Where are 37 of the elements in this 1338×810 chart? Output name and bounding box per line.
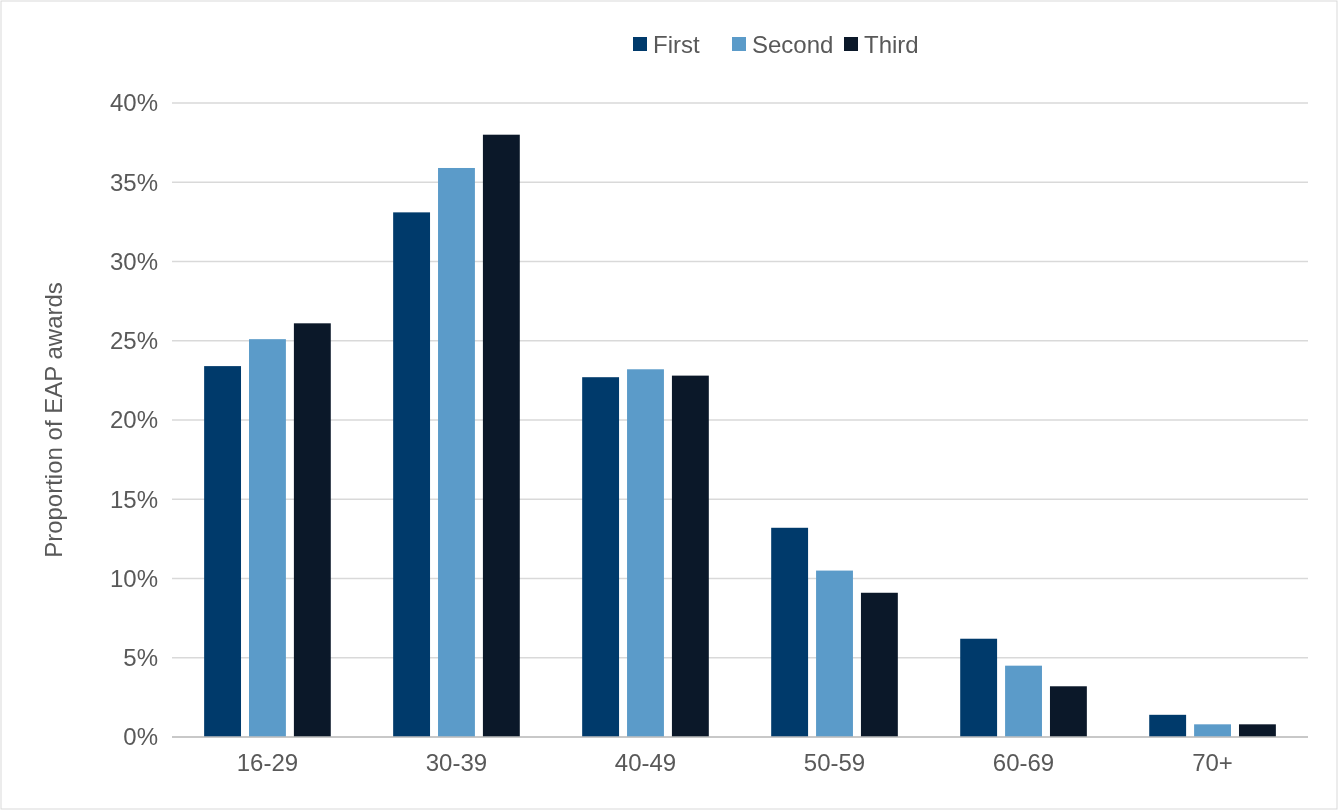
- y-tick-label: 35%: [109, 168, 158, 196]
- y-tick-label: 0%: [123, 723, 158, 751]
- bar: [860, 592, 898, 737]
- bar: [204, 366, 242, 737]
- y-axis-title: Proportion of EAP awards: [40, 282, 67, 558]
- bar: [1005, 665, 1042, 737]
- bar: [627, 369, 664, 737]
- bar: [671, 375, 709, 737]
- x-tick-label: 60-69: [992, 749, 1055, 776]
- bar: [393, 212, 431, 737]
- legend-label: Third: [864, 31, 919, 59]
- bar: [582, 377, 620, 737]
- legend-label: Second: [752, 31, 834, 59]
- y-tick-label: 40%: [109, 89, 158, 117]
- y-tick-label: 20%: [109, 406, 158, 434]
- bar: [771, 527, 809, 737]
- bar: [438, 167, 475, 737]
- bar: [1149, 714, 1187, 737]
- bar: [249, 339, 286, 737]
- y-tick-label: 15%: [109, 485, 158, 513]
- bar: [1049, 686, 1087, 737]
- bar: [960, 638, 998, 737]
- bar: [482, 134, 520, 737]
- x-tick-label: 50-59: [803, 749, 866, 776]
- x-tick-label: 30-39: [425, 749, 488, 776]
- y-tick-label: 30%: [109, 247, 158, 275]
- bar: [816, 570, 853, 737]
- y-tick-label: 5%: [123, 644, 158, 672]
- bar: [1238, 724, 1276, 737]
- legend-label: First: [653, 31, 700, 59]
- x-tick-label: 40-49: [614, 749, 677, 776]
- x-tick-label: 70+: [1192, 749, 1233, 776]
- y-tick-label: 10%: [109, 564, 158, 592]
- bar: [1194, 724, 1231, 737]
- y-tick-label: 25%: [109, 327, 158, 355]
- bar: [293, 323, 331, 737]
- x-tick-label: 16-29: [236, 749, 299, 776]
